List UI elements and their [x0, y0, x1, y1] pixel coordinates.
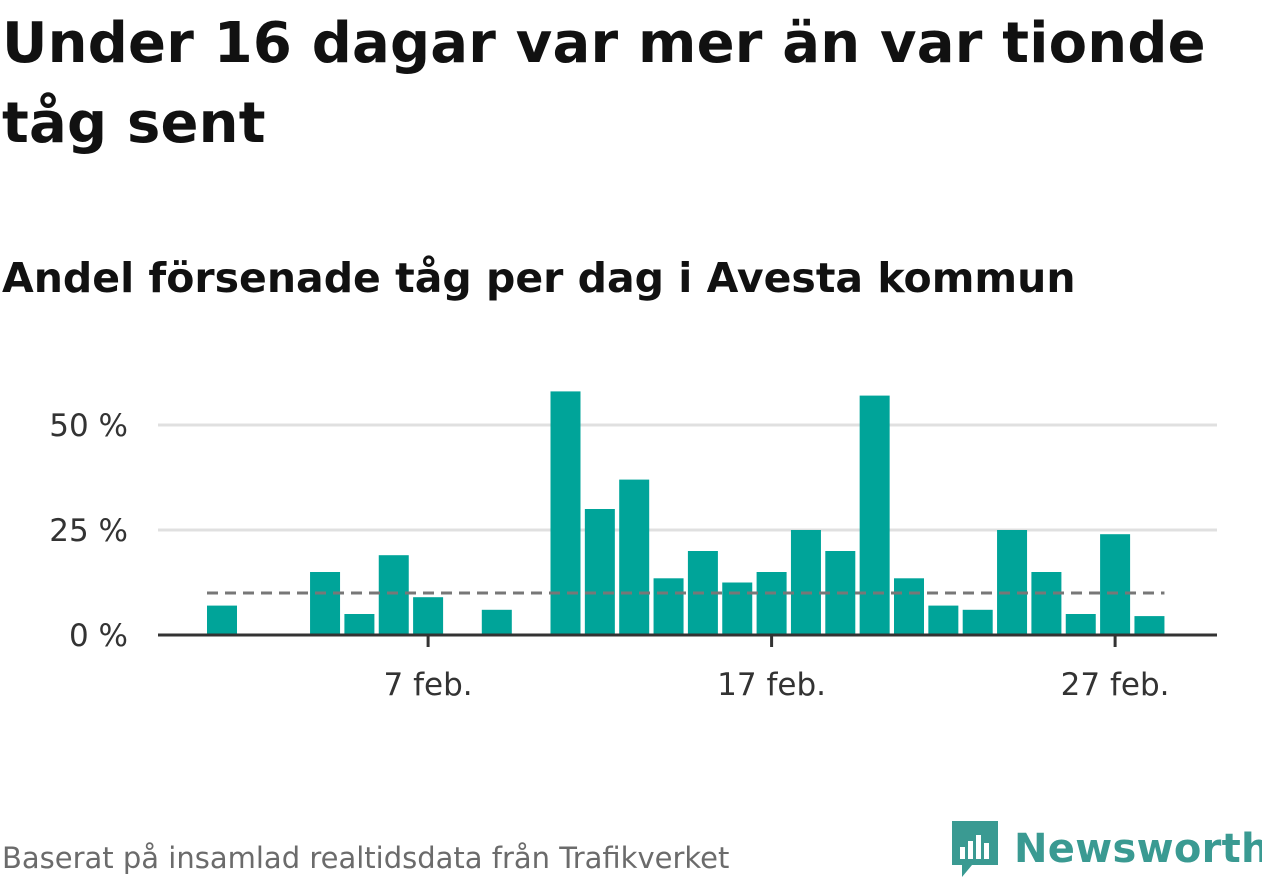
bar: [481, 609, 512, 635]
bar: [413, 597, 444, 635]
bar-chart: 0 % 25 % 50 % 7 feb. 17 feb. 27 feb.: [49, 391, 1217, 703]
bar: [962, 609, 993, 635]
bar: [790, 530, 821, 635]
bar: [344, 614, 375, 635]
bar: [1031, 572, 1062, 635]
bar: [207, 605, 237, 635]
bar: [378, 555, 409, 635]
newsworthy-logo: Newsworthy: [950, 818, 1262, 880]
x-tick-label: 17 feb.: [717, 667, 826, 703]
bars: [207, 391, 1165, 635]
bar: [997, 530, 1028, 635]
axes: 0 % 25 % 50 % 7 feb. 17 feb. 27 feb.: [49, 408, 1217, 703]
y-tick-label: 0 %: [69, 618, 128, 654]
bar: [894, 578, 924, 635]
bar: [722, 582, 753, 635]
y-tick-label: 25 %: [49, 513, 128, 549]
chart-subtitle: Andel försenade tåg per dag i Avesta kom…: [2, 254, 1076, 302]
bar: [1134, 616, 1165, 635]
bar: [550, 391, 581, 635]
source-note: Baserat på insamlad realtidsdata från Tr…: [2, 841, 730, 875]
x-tick-label: 27 feb.: [1061, 667, 1170, 703]
bar: [310, 572, 341, 635]
bar: [619, 479, 650, 635]
bar: [1100, 534, 1131, 635]
bar: [928, 605, 959, 635]
x-tick-label: 7 feb.: [384, 667, 473, 703]
bar: [756, 572, 787, 635]
bar: [1065, 614, 1096, 635]
logo-text: Newsworthy: [1014, 826, 1262, 872]
bar: [584, 509, 615, 635]
newsworthy-logo-icon: [952, 821, 998, 877]
grid-lines: [158, 423, 1217, 532]
chart-title: Under 16 dagar var mer än var tionde tåg…: [2, 11, 1206, 156]
bar: [653, 578, 684, 635]
bar: [859, 395, 890, 635]
y-tick-label: 50 %: [49, 408, 128, 444]
